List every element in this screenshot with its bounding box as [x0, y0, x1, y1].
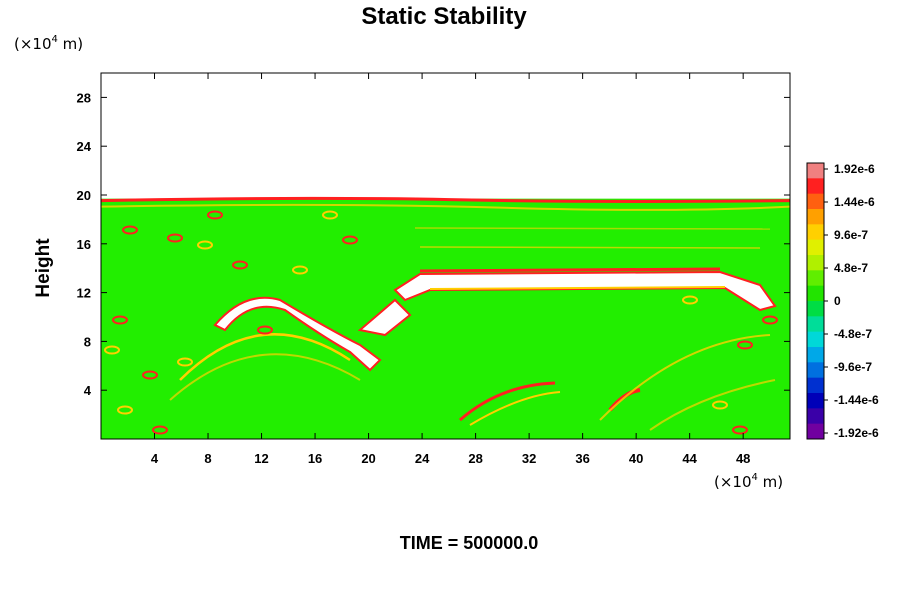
y-unit-suffix: m)	[58, 35, 83, 53]
x-tick-label: 20	[361, 451, 375, 466]
field-feature	[122, 225, 138, 235]
colorbar-segment	[807, 316, 824, 333]
y-axis-label: Height	[33, 238, 54, 298]
x-tick-label: 24	[415, 451, 430, 466]
x-tick-label: 4	[151, 451, 159, 466]
colorbar-segment	[807, 377, 824, 394]
colorbar-label: 9.6e-7	[834, 228, 868, 242]
colorbar-segment	[807, 393, 824, 409]
y-tick-label: 16	[77, 237, 91, 252]
field-feature	[112, 315, 128, 325]
colorbar-label: 0	[834, 294, 841, 308]
ridge-white	[393, 270, 777, 312]
upper-edge-band	[101, 196, 790, 203]
field-feature	[762, 315, 778, 325]
colorbar-segment	[807, 423, 824, 440]
colorbar-segment	[807, 255, 824, 271]
field-feature	[104, 345, 120, 355]
upper-yellow-band	[101, 203, 790, 211]
colorbar-label: -4.8e-7	[834, 327, 872, 341]
x-unit-suffix: m)	[758, 473, 783, 491]
field-feature	[177, 357, 193, 367]
field-feature	[292, 265, 308, 275]
x-tick-label: 16	[308, 451, 322, 466]
field-feature	[232, 260, 248, 270]
field-feature	[342, 235, 358, 245]
field-feature	[322, 210, 338, 220]
colorbar-segment	[807, 362, 824, 379]
colorbar-label: -1.44e-6	[834, 393, 879, 407]
colorbar-segment	[807, 193, 824, 210]
field-feature	[207, 210, 223, 220]
colorbar-segment	[807, 408, 824, 425]
y-unit-prefix: (×10	[14, 35, 52, 53]
y-axis: 4 8 12 16 20 24 28	[77, 90, 790, 398]
x-tick-label: 48	[736, 451, 750, 466]
y-unit-exponent: 4	[52, 34, 58, 45]
colorbar-label: -9.6e-7	[834, 360, 872, 374]
arc-yellow-mid	[469, 391, 561, 426]
y-tick-label: 24	[77, 139, 92, 154]
y-tick-label: 28	[77, 90, 91, 105]
y-tick-label: 20	[77, 188, 91, 203]
colorbar-label: 4.8e-7	[834, 261, 868, 275]
x-tick-label: 8	[204, 451, 211, 466]
arc-red-mid	[459, 381, 556, 422]
x-unit-exponent: 4	[752, 472, 758, 483]
colorbar-segment	[807, 285, 824, 302]
field-background	[101, 198, 790, 439]
plot-frame	[100, 72, 791, 440]
colorbar-segment	[807, 224, 824, 241]
field-feature	[142, 370, 158, 380]
arc-yellow-left	[179, 333, 351, 381]
x-axis-unit: (×104 m)	[714, 472, 783, 491]
colorbar-label: 1.92e-6	[834, 162, 875, 176]
field-feature	[712, 400, 728, 410]
field-feature	[197, 240, 213, 250]
colorbar: 1.92e-6 1.44e-6 9.6e-7 4.8e-7 0 -4.8e-7 -9.6e-…	[806, 162, 879, 440]
time-label: TIME = 500000.0	[400, 533, 539, 553]
diagonal-white	[213, 296, 382, 372]
colorbar-segment	[807, 239, 824, 256]
band-yellow-1	[419, 246, 761, 249]
ridge-top-red	[419, 267, 721, 273]
y-tick-label: 4	[84, 383, 92, 398]
colorbar-segment	[807, 301, 824, 317]
gap-white	[357, 298, 412, 337]
colorbar-segment	[807, 270, 824, 287]
y-axis-unit: (×104 m)	[14, 34, 83, 53]
x-tick-label: 40	[629, 451, 643, 466]
colorbar-label: -1.92e-6	[834, 426, 879, 440]
x-tick-label: 32	[522, 451, 536, 466]
field-feature	[117, 405, 133, 415]
y-tick-label: 8	[84, 334, 91, 349]
chart-title: Static Stability	[361, 3, 527, 30]
band-yellow-2	[414, 227, 771, 230]
field-feature	[257, 325, 273, 335]
x-unit-prefix: (×10	[714, 473, 752, 491]
x-tick-label: 12	[254, 451, 268, 466]
x-tick-label: 44	[682, 451, 697, 466]
field-feature	[152, 425, 168, 435]
field-feature	[737, 340, 753, 350]
colorbar-segment	[807, 347, 824, 363]
field-feature	[682, 295, 698, 305]
x-tick-label: 28	[468, 451, 482, 466]
field-feature	[167, 233, 183, 243]
y-tick-label: 12	[77, 286, 91, 301]
arc-yellow-left-2	[169, 353, 361, 401]
x-tick-label: 36	[575, 451, 589, 466]
colorbar-label: 1.44e-6	[834, 195, 875, 209]
colorbar-segment	[807, 163, 824, 179]
arc-yellow-right-2	[649, 379, 776, 431]
colorbar-segment	[807, 178, 824, 195]
ridge-bottom-yellow	[429, 286, 726, 290]
stability-field	[101, 196, 790, 439]
colorbar-segment	[807, 331, 824, 348]
arc-yellow-right	[599, 334, 771, 421]
x-axis: 4 8 12 16 20 24 28 32 36 40 44 48	[151, 73, 750, 466]
colorbar-segment	[807, 209, 824, 225]
field-feature	[732, 425, 748, 435]
